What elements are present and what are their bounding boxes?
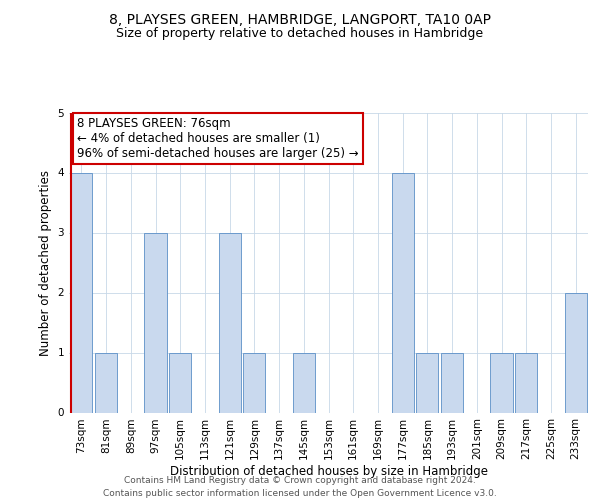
Bar <box>490 352 512 412</box>
Text: 8 PLAYSES GREEN: 76sqm
← 4% of detached houses are smaller (1)
96% of semi-detac: 8 PLAYSES GREEN: 76sqm ← 4% of detached … <box>77 117 358 160</box>
Bar <box>145 232 167 412</box>
Bar <box>169 352 191 412</box>
Text: Contains HM Land Registry data © Crown copyright and database right 2024.
Contai: Contains HM Land Registry data © Crown c… <box>103 476 497 498</box>
Bar <box>515 352 538 412</box>
X-axis label: Distribution of detached houses by size in Hambridge: Distribution of detached houses by size … <box>170 465 487 478</box>
Bar <box>392 172 414 412</box>
Bar <box>441 352 463 412</box>
Text: Size of property relative to detached houses in Hambridge: Size of property relative to detached ho… <box>116 28 484 40</box>
Text: 8, PLAYSES GREEN, HAMBRIDGE, LANGPORT, TA10 0AP: 8, PLAYSES GREEN, HAMBRIDGE, LANGPORT, T… <box>109 12 491 26</box>
Bar <box>95 352 117 412</box>
Bar <box>243 352 265 412</box>
Bar <box>218 232 241 412</box>
Bar <box>565 292 587 412</box>
Bar <box>70 172 92 412</box>
Bar <box>416 352 439 412</box>
Y-axis label: Number of detached properties: Number of detached properties <box>39 170 52 356</box>
Bar <box>293 352 315 412</box>
